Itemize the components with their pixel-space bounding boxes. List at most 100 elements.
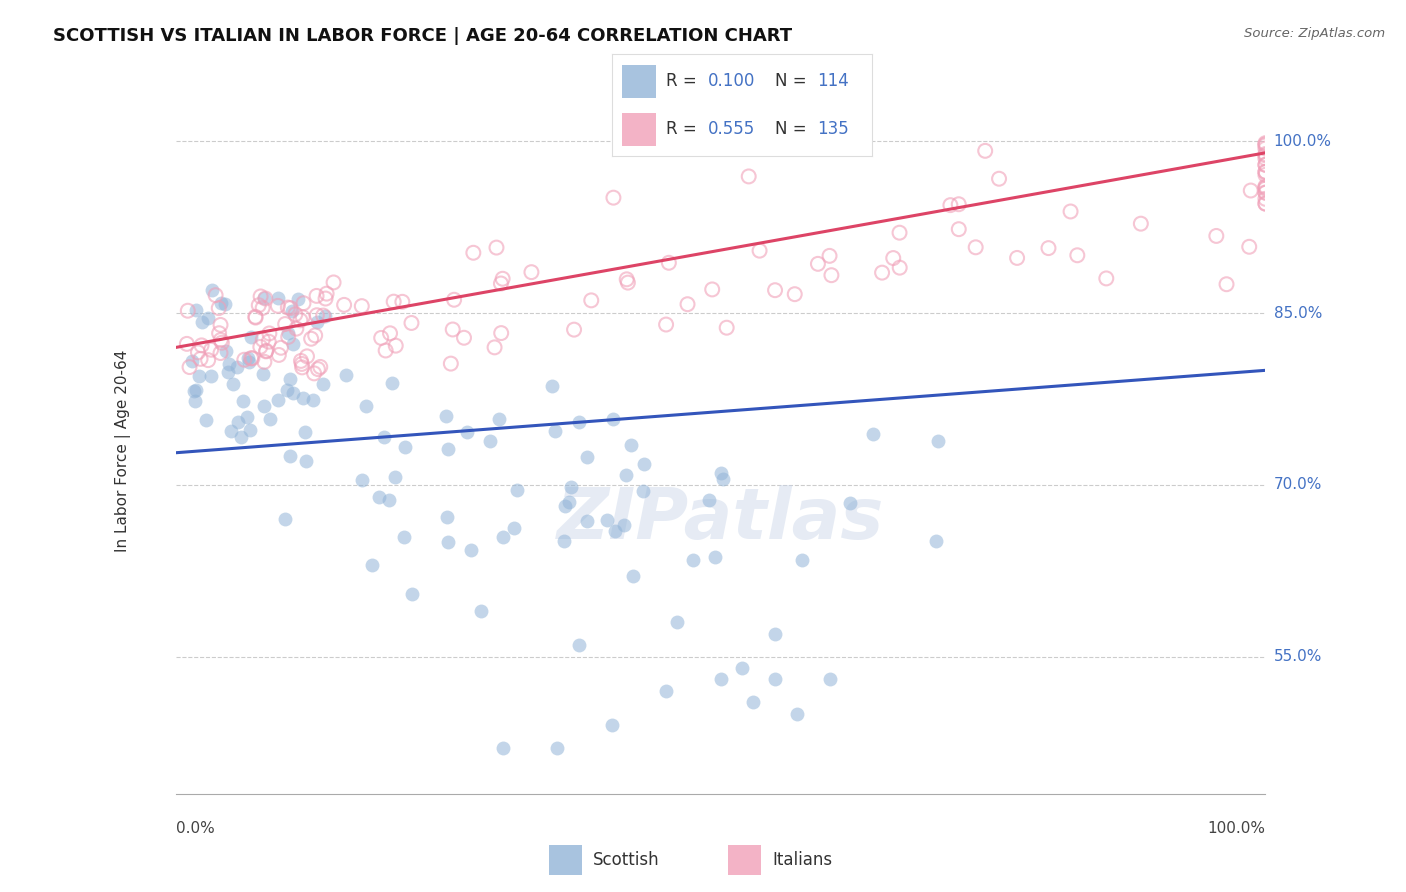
Point <box>252 301 274 315</box>
Point <box>277 301 299 315</box>
Point <box>738 169 761 184</box>
Point <box>245 310 267 324</box>
Point <box>711 472 734 486</box>
Point <box>544 424 567 438</box>
Point <box>208 301 231 315</box>
Point <box>254 343 277 358</box>
Point <box>276 384 298 398</box>
Point <box>401 587 423 601</box>
Point <box>292 296 315 310</box>
Point <box>939 198 962 212</box>
Point <box>568 638 591 652</box>
Point <box>948 197 970 211</box>
Point <box>394 441 416 455</box>
Point <box>1254 136 1277 150</box>
Point <box>1215 277 1237 292</box>
Point <box>215 344 238 359</box>
Point <box>209 346 232 360</box>
Point <box>312 309 335 323</box>
Point <box>236 351 259 366</box>
Point <box>278 372 301 386</box>
Point <box>437 442 460 457</box>
Point <box>253 355 276 369</box>
Point <box>253 399 276 413</box>
Point <box>620 438 643 452</box>
Point <box>249 340 271 354</box>
Point <box>1254 186 1277 200</box>
Point <box>697 492 720 507</box>
Point <box>254 292 277 306</box>
Point <box>818 673 841 687</box>
Point <box>190 351 212 366</box>
Point <box>479 434 502 448</box>
Point <box>226 415 249 429</box>
Point <box>267 348 290 362</box>
Point <box>238 355 260 369</box>
Point <box>290 354 312 368</box>
Point <box>546 741 568 756</box>
Point <box>240 351 263 366</box>
Point <box>305 315 328 329</box>
Point <box>460 543 482 558</box>
Point <box>391 294 413 309</box>
FancyBboxPatch shape <box>621 113 655 145</box>
Point <box>209 295 232 310</box>
Point <box>177 303 200 318</box>
Point <box>280 301 302 315</box>
Point <box>605 524 627 538</box>
Text: N =: N = <box>776 120 813 138</box>
Point <box>314 309 336 323</box>
Point <box>1254 147 1277 161</box>
Point <box>1254 142 1277 156</box>
Point <box>254 344 277 359</box>
Point <box>259 412 281 426</box>
Point <box>287 292 309 306</box>
Point <box>1254 186 1277 200</box>
Point <box>862 427 884 442</box>
Point <box>1205 229 1227 244</box>
Point <box>232 394 254 409</box>
Point <box>305 289 328 303</box>
Point <box>242 351 264 366</box>
Point <box>278 450 301 464</box>
Point <box>807 257 830 271</box>
Point <box>716 320 738 334</box>
Point <box>839 496 862 510</box>
Point <box>974 144 997 158</box>
Point <box>259 326 281 341</box>
Point <box>291 360 314 375</box>
Point <box>222 377 245 392</box>
Point <box>568 415 591 429</box>
Point <box>283 386 305 401</box>
Point <box>305 308 328 322</box>
Point <box>267 291 290 305</box>
Point <box>602 411 624 425</box>
Point <box>631 484 654 499</box>
Point <box>463 245 485 260</box>
Point <box>335 368 357 383</box>
Point <box>231 430 253 444</box>
Point <box>790 553 813 567</box>
Point <box>322 276 344 290</box>
Point <box>291 357 314 371</box>
Point <box>209 318 232 332</box>
Point <box>179 360 201 375</box>
Point <box>763 673 786 687</box>
Point <box>281 337 304 351</box>
Point <box>249 289 271 303</box>
Point <box>266 392 288 407</box>
Point <box>1038 241 1060 255</box>
Point <box>1254 158 1277 172</box>
Point <box>488 411 510 425</box>
Point <box>312 376 335 391</box>
Text: 135: 135 <box>817 120 849 138</box>
Point <box>218 357 240 371</box>
Point <box>676 297 699 311</box>
Point <box>1254 196 1277 211</box>
Point <box>384 339 406 353</box>
Point <box>307 362 329 376</box>
Point <box>1240 184 1263 198</box>
Point <box>1239 240 1261 254</box>
Point <box>614 467 637 482</box>
Point <box>882 251 904 265</box>
